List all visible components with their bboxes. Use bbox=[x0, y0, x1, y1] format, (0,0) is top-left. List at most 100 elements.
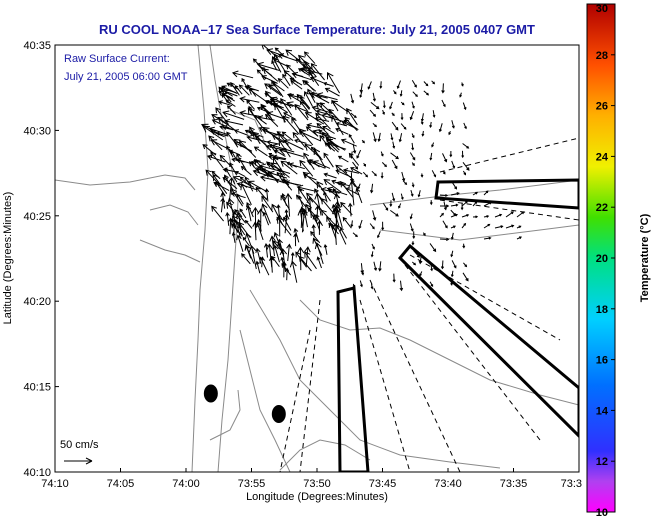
current-vector bbox=[223, 89, 238, 97]
current-vector bbox=[372, 132, 377, 143]
current-vector bbox=[233, 129, 249, 136]
current-vector bbox=[331, 100, 349, 113]
current-vector bbox=[240, 182, 252, 206]
current-vector bbox=[344, 116, 358, 132]
current-vector bbox=[358, 219, 363, 230]
current-vector bbox=[399, 90, 403, 97]
current-vector bbox=[277, 53, 297, 62]
current-vector bbox=[342, 216, 352, 229]
current-vector bbox=[304, 251, 317, 270]
current-vector bbox=[409, 213, 413, 220]
radar-stations bbox=[203, 384, 286, 423]
current-vector bbox=[246, 134, 270, 143]
current-vector bbox=[399, 280, 404, 292]
current-vector bbox=[472, 215, 479, 219]
current-vector bbox=[450, 192, 460, 196]
x-tick-label: 73:45 bbox=[369, 478, 397, 490]
current-vector bbox=[255, 221, 264, 241]
map-title: RU COOL NOAA–17 Sea Surface Temperature:… bbox=[99, 22, 535, 37]
current-vector bbox=[371, 243, 375, 250]
current-vector bbox=[273, 231, 282, 248]
current-vector bbox=[277, 78, 289, 89]
current-vector bbox=[292, 131, 306, 148]
current-vector bbox=[301, 67, 313, 77]
current-vector bbox=[304, 112, 325, 125]
x-axis-label: Longitude (Degrees:Minutes) bbox=[246, 491, 388, 503]
current-vector bbox=[463, 122, 467, 130]
scale-label: 50 cm/s bbox=[60, 439, 99, 451]
current-vector bbox=[422, 232, 426, 236]
current-vector bbox=[252, 58, 263, 69]
coverage-sectors bbox=[336, 178, 579, 472]
current-vector bbox=[417, 190, 421, 198]
current-vector bbox=[227, 176, 236, 202]
current-vector bbox=[295, 194, 307, 208]
current-vector bbox=[331, 114, 344, 136]
current-vector bbox=[219, 86, 237, 94]
current-vector bbox=[393, 90, 397, 95]
current-vector bbox=[370, 183, 374, 194]
current-vector bbox=[311, 105, 333, 114]
current-vector bbox=[239, 110, 261, 118]
current-vector bbox=[442, 220, 448, 229]
current-vector bbox=[505, 211, 514, 218]
map-plot-area: Raw Surface Current: July 21, 2005 06:00… bbox=[54, 44, 580, 473]
current-vector bbox=[421, 130, 425, 137]
current-vector bbox=[323, 172, 337, 179]
current-vector bbox=[282, 115, 300, 135]
current-vector bbox=[391, 121, 399, 131]
current-vector bbox=[238, 84, 250, 96]
current-vector bbox=[266, 162, 283, 172]
current-vector bbox=[396, 80, 401, 90]
current-vector bbox=[432, 110, 436, 118]
current-vector bbox=[226, 105, 236, 115]
current-vector bbox=[341, 121, 358, 130]
current-vector bbox=[349, 172, 354, 183]
current-vector bbox=[322, 126, 335, 134]
current-vector bbox=[225, 167, 232, 178]
current-vector bbox=[306, 192, 322, 211]
colorbar-tick-label: 24 bbox=[596, 151, 609, 163]
current-vector bbox=[382, 203, 389, 211]
current-vector bbox=[253, 146, 268, 157]
current-vector bbox=[280, 194, 291, 210]
current-vector bbox=[316, 92, 338, 101]
current-vector bbox=[315, 112, 331, 130]
current-label: Raw Surface Current: bbox=[64, 53, 170, 65]
current-vector bbox=[352, 161, 359, 170]
colorbar-gradient bbox=[586, 3, 616, 513]
current-vector bbox=[431, 80, 436, 85]
current-vector bbox=[211, 119, 230, 129]
current-vector bbox=[382, 100, 386, 109]
colorbar-tick-label: 20 bbox=[596, 253, 608, 265]
x-tick-label: 73:3 bbox=[561, 478, 582, 490]
current-vector bbox=[226, 201, 242, 221]
current-vector bbox=[461, 82, 464, 87]
current-vector bbox=[371, 170, 377, 177]
current-vector bbox=[410, 189, 414, 197]
current-vectors bbox=[201, 45, 525, 292]
current-vector bbox=[516, 225, 522, 229]
colorbar-tick-label: 18 bbox=[596, 304, 608, 316]
current-vector bbox=[218, 90, 235, 102]
y-tick-label: 40:25 bbox=[23, 211, 51, 223]
current-vector bbox=[461, 150, 465, 159]
current-vector bbox=[337, 155, 349, 163]
current-vector bbox=[439, 237, 450, 242]
current-vector bbox=[316, 256, 322, 269]
current-vector bbox=[462, 243, 466, 249]
current-vector bbox=[327, 71, 341, 94]
current-vector bbox=[215, 131, 229, 137]
current-vector bbox=[269, 235, 276, 257]
current-vector bbox=[280, 160, 298, 175]
current-vector bbox=[247, 107, 263, 128]
current-vector bbox=[409, 223, 414, 232]
radar-beams bbox=[279, 137, 579, 472]
current-vector bbox=[294, 138, 307, 144]
current-vector bbox=[451, 120, 455, 129]
current-vector bbox=[271, 255, 280, 267]
current-vector bbox=[460, 202, 464, 211]
current-vector bbox=[449, 150, 453, 158]
current-vector bbox=[244, 219, 253, 229]
current-vector bbox=[237, 224, 243, 237]
